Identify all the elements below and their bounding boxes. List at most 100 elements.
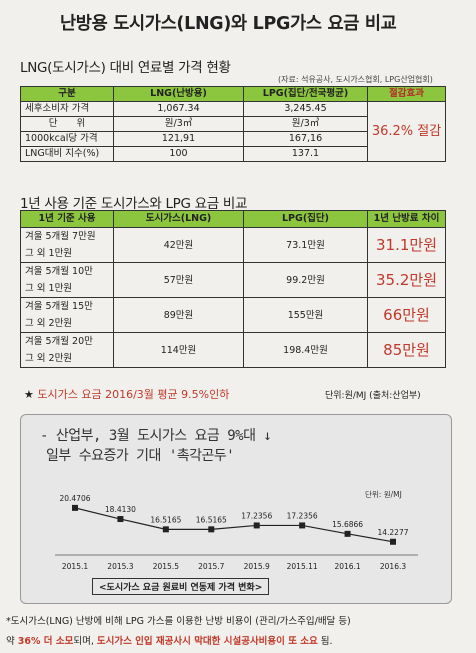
header-lng: 도시가스(LNG) — [113, 210, 244, 228]
row-label: 세후소비자 가격 — [20, 101, 114, 117]
table-row: 세후소비자 가격 1,067.34 3,245.45 36.2% 절감 — [20, 101, 446, 162]
lng-value: 100 — [113, 146, 244, 162]
saving-value: 36.2% 절감 — [367, 101, 446, 162]
usage-line1: 겨울 5개월 20만 — [25, 336, 93, 347]
lng-value: 89만원 — [113, 297, 244, 333]
data-label: 15.6866 — [332, 520, 363, 529]
data-point — [162, 526, 169, 533]
chart-headline-1: - 산업부, 3월 도시가스 요금 9%대 ↓ — [40, 428, 272, 444]
header-diff: 1년 난방료 차이 — [367, 210, 446, 228]
chart-headline-2: 일부 수요증가 기대 '촉각곤두' — [46, 448, 235, 464]
lng-value: 42만원 — [113, 227, 244, 263]
price-cut-text: 도시가스 요금 2016/3월 평균 9.5%인하 — [37, 388, 230, 401]
unit-source: 단위:원/MJ (출처:산업부) — [325, 391, 421, 401]
page-title: 난방용 도시가스(LNG)와 LPG가스 요금 비교 — [60, 14, 397, 34]
data-point — [390, 538, 396, 545]
section1-title: LNG(도시가스) 대비 연료별 가격 현황 — [20, 60, 231, 76]
table-row: LNG대비 지수(%) 100 137.1 — [20, 146, 446, 162]
series-line — [74, 507, 394, 543]
footer-text: 됨. — [317, 636, 333, 647]
data-label: 18.4130 — [105, 505, 136, 514]
data-label: 20.4706 — [59, 494, 90, 503]
data-label: 14.2277 — [377, 528, 408, 537]
header-category: 구분 — [20, 86, 114, 102]
header-usage: 1년 기준 사용 — [20, 210, 114, 228]
lpg-value: 3,245.45 — [243, 101, 368, 117]
data-point — [72, 504, 78, 511]
usage-line1: 겨울 5개월 15만 — [25, 301, 93, 312]
footer-line-2: 약 36% 더 소모되며, 도시가스 인입 재공사시 막대한 시설공사비용이 또… — [6, 632, 474, 652]
annual-table-header: 1년 기준 사용 도시가스(LNG) LPG(집단) 1년 난방료 차이 — [20, 210, 446, 228]
footer-text: 약 — [6, 636, 18, 647]
x-tick-label: 2016.3 — [380, 562, 406, 571]
usage-line2: 그 외 2만원 — [25, 318, 73, 329]
x-tick-label: 2015.5 — [153, 562, 179, 571]
footer-highlight: 도시가스 인입 재공사시 막대한 시설공사비용이 또 소요 — [96, 636, 318, 647]
x-tick-label: 2015.11 — [287, 562, 318, 571]
price-cut-note: ★ 도시가스 요금 2016/3월 평균 9.5%인하 — [24, 386, 229, 402]
lng-value: 114만원 — [113, 332, 244, 368]
footer-note: *도시가스(LNG) 난방에 비해 LPG 가스를 이용한 난방 비용이 (관리… — [6, 612, 474, 652]
price-table: 구분 LNG(난방용) LPG(집단/전국평균) 절감효과 세후소비자 가격 1… — [20, 86, 446, 162]
header-lpg: LPG(집단/전국평균) — [243, 86, 368, 102]
lpg-value: 원/3㎥ — [243, 116, 368, 132]
usage-line2: 그 외 1만원 — [25, 283, 73, 294]
row-label: LNG대비 지수(%) — [20, 146, 114, 162]
usage-line1: 겨울 5개월 7만원 — [25, 231, 96, 242]
data-label: 16.5165 — [150, 515, 181, 524]
data-label: 16.5165 — [196, 515, 227, 524]
x-tick-label: 2015.1 — [62, 562, 88, 571]
data-point — [299, 522, 306, 529]
lng-value: 121,91 — [113, 131, 244, 147]
usage-line1: 겨울 5개월 10만 — [25, 266, 93, 277]
star-icon: ★ — [24, 388, 34, 401]
row-label: 단 위 — [20, 116, 114, 132]
x-tick-label: 2015.7 — [198, 562, 224, 571]
chart-unit-label: 단위: 원/MJ — [365, 489, 402, 499]
x-tick-label: 2016.1 — [334, 562, 360, 571]
data-point — [344, 530, 351, 537]
annual-table: 1년 기준 사용 도시가스(LNG) LPG(집단) 1년 난방료 차이 겨울 … — [20, 210, 446, 368]
data-point — [117, 516, 124, 523]
lpg-value: 155만원 — [243, 297, 368, 333]
lpg-value: 73.1만원 — [243, 227, 368, 263]
header-saving: 절감효과 — [367, 86, 446, 102]
usage-line2: 그 외 1만원 — [25, 248, 73, 259]
header-lng: LNG(난방용) — [113, 86, 244, 102]
diff-value: 35.2만원 — [367, 262, 446, 298]
section2-title: 1년 사용 기준 도시가스와 LPG 요금 비교 — [20, 196, 248, 212]
chart-box — [20, 414, 452, 604]
footer-text: 되며, — [73, 636, 97, 647]
lng-value: 원/3㎥ — [113, 116, 244, 132]
lng-value: 57만원 — [113, 262, 244, 298]
lpg-value: 198.4만원 — [243, 332, 368, 368]
gas-price-chart: 단위: 원/MJ 20.4706 2015.1 18.4130 2015.3 16.51… — [55, 489, 418, 571]
data-label: 17.2356 — [287, 511, 318, 520]
data-label: 17.2356 — [241, 511, 272, 520]
data-point — [208, 526, 215, 533]
lpg-value: 137.1 — [243, 146, 368, 162]
section1-source: (자료: 석유공사, 도시가스협회, LPG산업협회) — [278, 75, 433, 84]
chart-caption: <도시가스 요금 원료비 연동제 가격 변화> — [92, 578, 270, 595]
data-point — [253, 522, 260, 529]
footer-line-1: *도시가스(LNG) 난방에 비해 LPG 가스를 이용한 난방 비용이 (관리… — [6, 616, 351, 627]
row-label: 1000kcal당 가격 — [20, 131, 114, 147]
lng-value: 1,067.34 — [113, 101, 244, 117]
diff-value: 85만원 — [367, 332, 446, 368]
table-row: 겨울 5개월 7만원 그 외 1만원 42만원 73.1만원 31.1만원 — [20, 227, 446, 263]
diff-value: 66만원 — [367, 297, 446, 333]
lpg-value: 167,16 — [243, 131, 368, 147]
footer-highlight: 36% 더 소모 — [17, 636, 74, 647]
table-row: 단 위 원/3㎥ 원/3㎥ — [20, 116, 446, 132]
usage-line2: 그 외 2만원 — [25, 353, 73, 364]
lpg-value: 99.2만원 — [243, 262, 368, 298]
x-tick-label: 2015.3 — [107, 562, 133, 571]
x-tick-label: 2015.9 — [244, 562, 270, 571]
